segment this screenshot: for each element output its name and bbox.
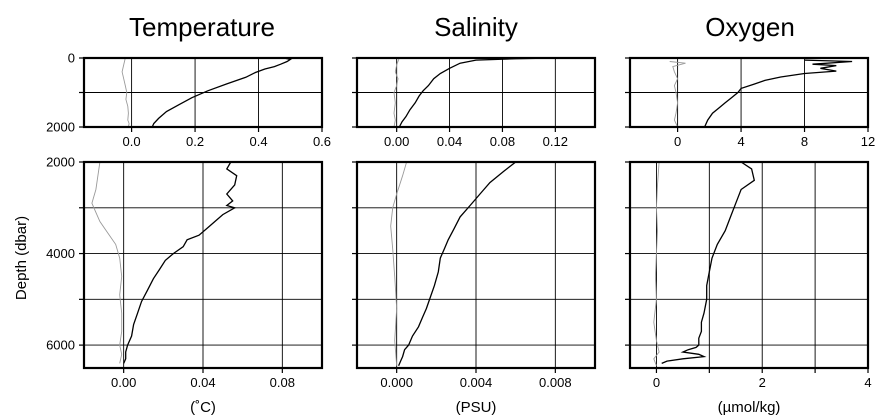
panel-3: 0.000 0.004 0.008 (PSU) <box>352 160 597 416</box>
x-axis-label: (µmol/kg) <box>718 399 781 416</box>
plot-frame <box>628 160 870 370</box>
x-tick-label: 2 <box>759 375 766 390</box>
panel-0: 0.0 0.2 0.4 0.6 0 2000 <box>46 51 331 150</box>
series-std-line <box>393 57 400 128</box>
title-salinity: Salinity <box>434 12 518 42</box>
series-std-line <box>390 161 408 366</box>
plot-frame <box>355 56 597 129</box>
x-axis-label: (PSU) <box>456 399 497 416</box>
x-tick-label: 0.08 <box>490 134 515 149</box>
x-tick-label: 0.4 <box>249 134 267 149</box>
x-tick-label: 0.000 <box>380 375 413 390</box>
x-tick-label: 4 <box>737 134 744 149</box>
x-tick-label: 0.00 <box>384 134 409 149</box>
series-mean-line <box>661 161 756 364</box>
panel-4: 0 4 8 12 <box>625 56 875 149</box>
x-tick-label: 0.00 <box>111 375 136 390</box>
x-axis-label: (˚C) <box>190 399 216 416</box>
series-mean-line <box>398 161 517 366</box>
y-axis-label: Depth (dbar) <box>13 216 30 300</box>
plot-frame <box>355 160 597 370</box>
series-mean-line <box>151 57 292 128</box>
series-std-line <box>121 57 130 128</box>
x-tick-label: 12 <box>861 134 875 149</box>
x-tick-label: 0.004 <box>460 375 493 390</box>
series-std-line <box>653 161 660 366</box>
y-tick-label: 2000 <box>46 120 75 135</box>
y-tick-label: 0 <box>68 51 75 66</box>
x-tick-label: 8 <box>801 134 808 149</box>
series-std-line <box>91 161 123 364</box>
y-tick-label: 2000 <box>46 155 75 170</box>
x-tick-label: 0.6 <box>313 134 331 149</box>
x-tick-label: 0.04 <box>190 375 215 390</box>
title-oxygen: Oxygen <box>705 12 795 42</box>
x-tick-label: 4 <box>864 375 871 390</box>
series-mean-line <box>704 59 853 128</box>
x-tick-label: 0 <box>653 375 660 390</box>
panel-2: 0.00 0.04 0.08 0.12 <box>352 56 597 149</box>
x-tick-label: 0 <box>674 134 681 149</box>
series-std-line <box>669 61 686 128</box>
x-tick-label: 0.0 <box>123 134 141 149</box>
x-tick-label: 0.08 <box>270 375 295 390</box>
plot-frame <box>82 56 324 129</box>
plot-frame <box>628 56 870 129</box>
x-tick-label: 0.12 <box>543 134 568 149</box>
y-tick-label: 4000 <box>46 246 75 261</box>
x-tick-label: 0.2 <box>186 134 204 149</box>
title-temperature: Temperature <box>129 12 275 42</box>
x-tick-label: 0.04 <box>437 134 462 149</box>
series-mean-line <box>398 57 556 128</box>
series-mean-line <box>123 161 238 364</box>
panel-5: 0 2 4 (µmol/kg) <box>625 160 872 416</box>
panel-1: 0.00 0.04 0.08 2000 4000 6000 (˚C) <box>46 155 324 416</box>
x-tick-label: 0.008 <box>539 375 572 390</box>
plot-frame <box>82 160 324 370</box>
y-tick-label: 6000 <box>46 338 75 353</box>
